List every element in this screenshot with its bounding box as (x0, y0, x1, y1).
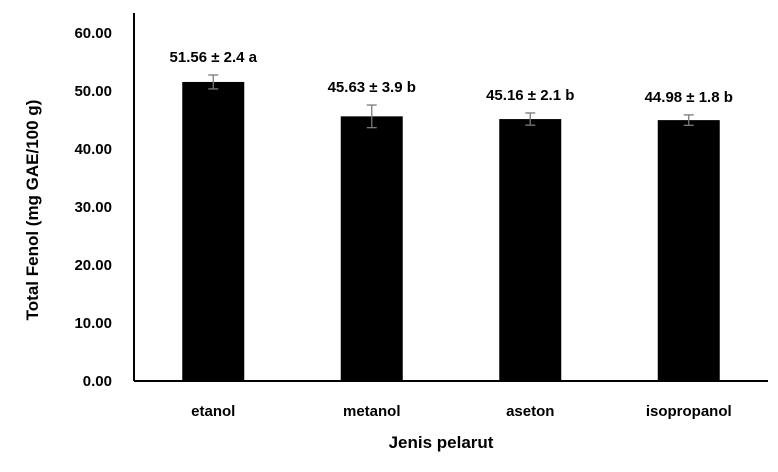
y-tick-label: 10.00 (74, 315, 112, 332)
data-label-isopropanol: 44.98 ± 1.8 b (645, 89, 733, 106)
error-bar-aseton (525, 112, 536, 126)
x-axis-title: Jenis pelarut (389, 433, 494, 452)
bar-aseton (499, 119, 562, 382)
data-label-etanol: 51.56 ± 2.4 a (170, 49, 258, 66)
bar-etanol (182, 81, 245, 382)
y-tick-label: 50.00 (74, 83, 112, 100)
bar-isopropanol (657, 120, 720, 381)
data-label-aseton: 45.16 ± 2.1 b (486, 87, 574, 104)
error-bar-isopropanol (683, 114, 694, 126)
x-tick-label-metanol: metanol (343, 403, 401, 420)
y-tick-label: 0.00 (83, 373, 112, 390)
x-axis-tick-labels: etanol metanol aseton isopropanol (191, 403, 732, 420)
y-tick-label: 40.00 (74, 141, 112, 158)
x-tick-label-etanol: etanol (191, 403, 235, 420)
error-bar-etanol (208, 74, 219, 90)
bar-metanol (340, 116, 403, 381)
error-bars (208, 74, 694, 129)
y-tick-label: 60.00 (74, 25, 112, 42)
y-tick-label: 20.00 (74, 257, 112, 274)
y-axis-ticks: 0.00 10.00 20.00 30.00 40.00 50.00 60.00 (74, 25, 112, 390)
data-labels: 51.56 ± 2.4 a 45.63 ± 3.9 b 45.16 ± 2.1 b 4… (170, 49, 733, 106)
x-tick-label-isopropanol: isopropanol (646, 403, 732, 420)
error-bar-metanol (366, 104, 377, 129)
x-tick-label-aseton: aseton (506, 403, 554, 420)
y-axis-title: Total Fenol (mg GAE/100 g) (23, 100, 42, 321)
y-tick-label: 30.00 (74, 199, 112, 216)
data-label-metanol: 45.63 ± 3.9 b (328, 79, 416, 96)
bars (182, 81, 720, 382)
